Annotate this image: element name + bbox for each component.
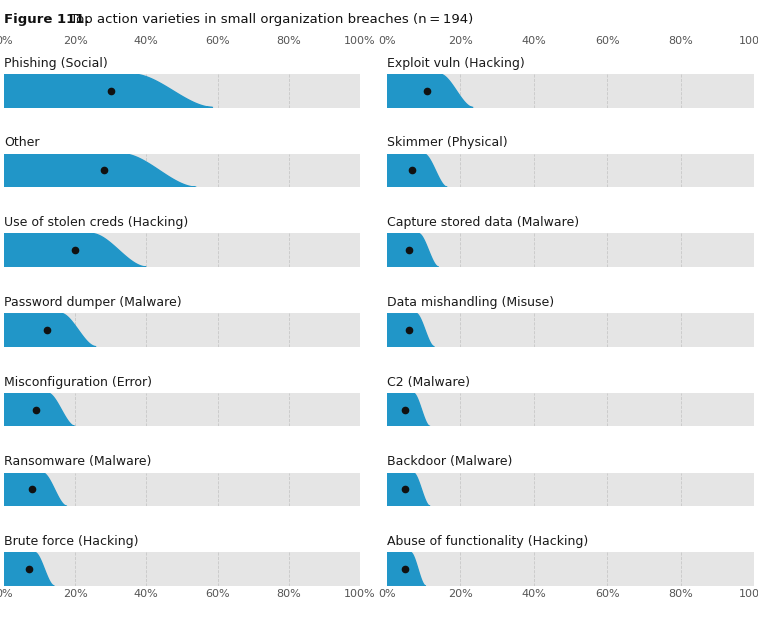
Text: Backdoor (Malware): Backdoor (Malware): [387, 455, 512, 468]
Polygon shape: [4, 313, 96, 347]
Text: Top action varieties in small organization breaches (n = 194): Top action varieties in small organizati…: [67, 13, 474, 26]
Polygon shape: [387, 552, 425, 586]
Polygon shape: [4, 552, 54, 586]
Text: Skimmer (Physical): Skimmer (Physical): [387, 137, 507, 149]
Polygon shape: [387, 473, 430, 506]
Polygon shape: [387, 154, 447, 187]
Text: Ransomware (Malware): Ransomware (Malware): [4, 455, 151, 468]
Text: Figure 111.: Figure 111.: [4, 13, 89, 26]
Text: Other: Other: [4, 137, 39, 149]
Polygon shape: [4, 154, 196, 187]
Polygon shape: [4, 74, 212, 107]
Polygon shape: [4, 233, 146, 267]
Text: Abuse of functionality (Hacking): Abuse of functionality (Hacking): [387, 535, 588, 548]
Text: Password dumper (Malware): Password dumper (Malware): [4, 296, 181, 309]
Polygon shape: [387, 393, 430, 426]
Text: Data mishandling (Misuse): Data mishandling (Misuse): [387, 296, 553, 309]
Text: Brute force (Hacking): Brute force (Hacking): [4, 535, 138, 548]
Polygon shape: [387, 233, 438, 267]
Text: Use of stolen creds (Hacking): Use of stolen creds (Hacking): [4, 216, 188, 229]
Polygon shape: [4, 393, 75, 426]
Text: Capture stored data (Malware): Capture stored data (Malware): [387, 216, 578, 229]
Text: Phishing (Social): Phishing (Social): [4, 56, 108, 70]
Polygon shape: [387, 313, 434, 347]
Polygon shape: [387, 74, 473, 107]
Text: C2 (Malware): C2 (Malware): [387, 376, 469, 389]
Polygon shape: [4, 473, 67, 506]
Text: Exploit vuln (Hacking): Exploit vuln (Hacking): [387, 56, 525, 70]
Text: Misconfiguration (Error): Misconfiguration (Error): [4, 376, 152, 389]
